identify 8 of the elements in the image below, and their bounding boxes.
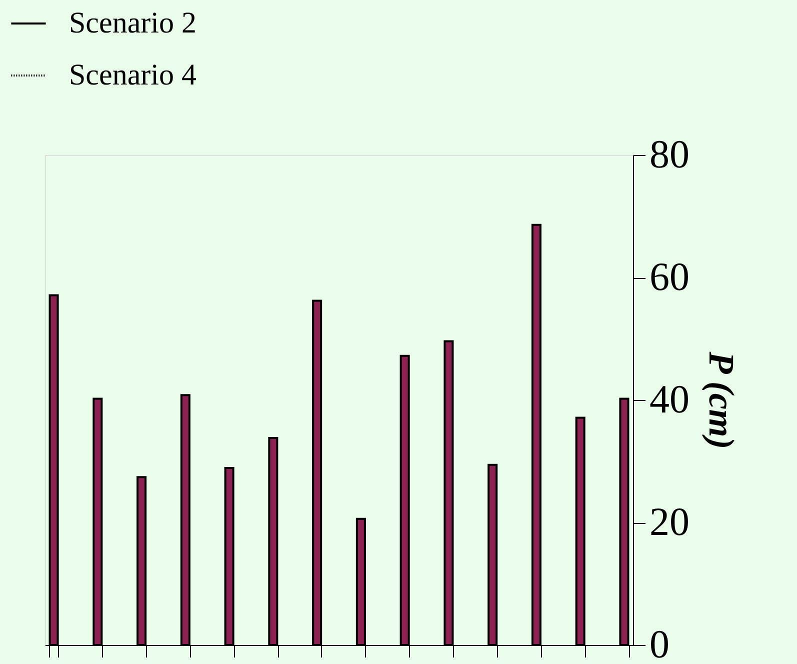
- y-tick-label: 0: [650, 622, 670, 664]
- y-tick-label: 80: [650, 132, 690, 176]
- y-tick-label: 40: [650, 376, 690, 422]
- legend-label: Scenario 2: [69, 6, 196, 40]
- y-axis-title: P (cm): [702, 350, 742, 450]
- legend-label: Scenario 4: [69, 58, 196, 92]
- y-tick-label: 60: [650, 254, 690, 299]
- y-tick-label: 20: [650, 499, 690, 544]
